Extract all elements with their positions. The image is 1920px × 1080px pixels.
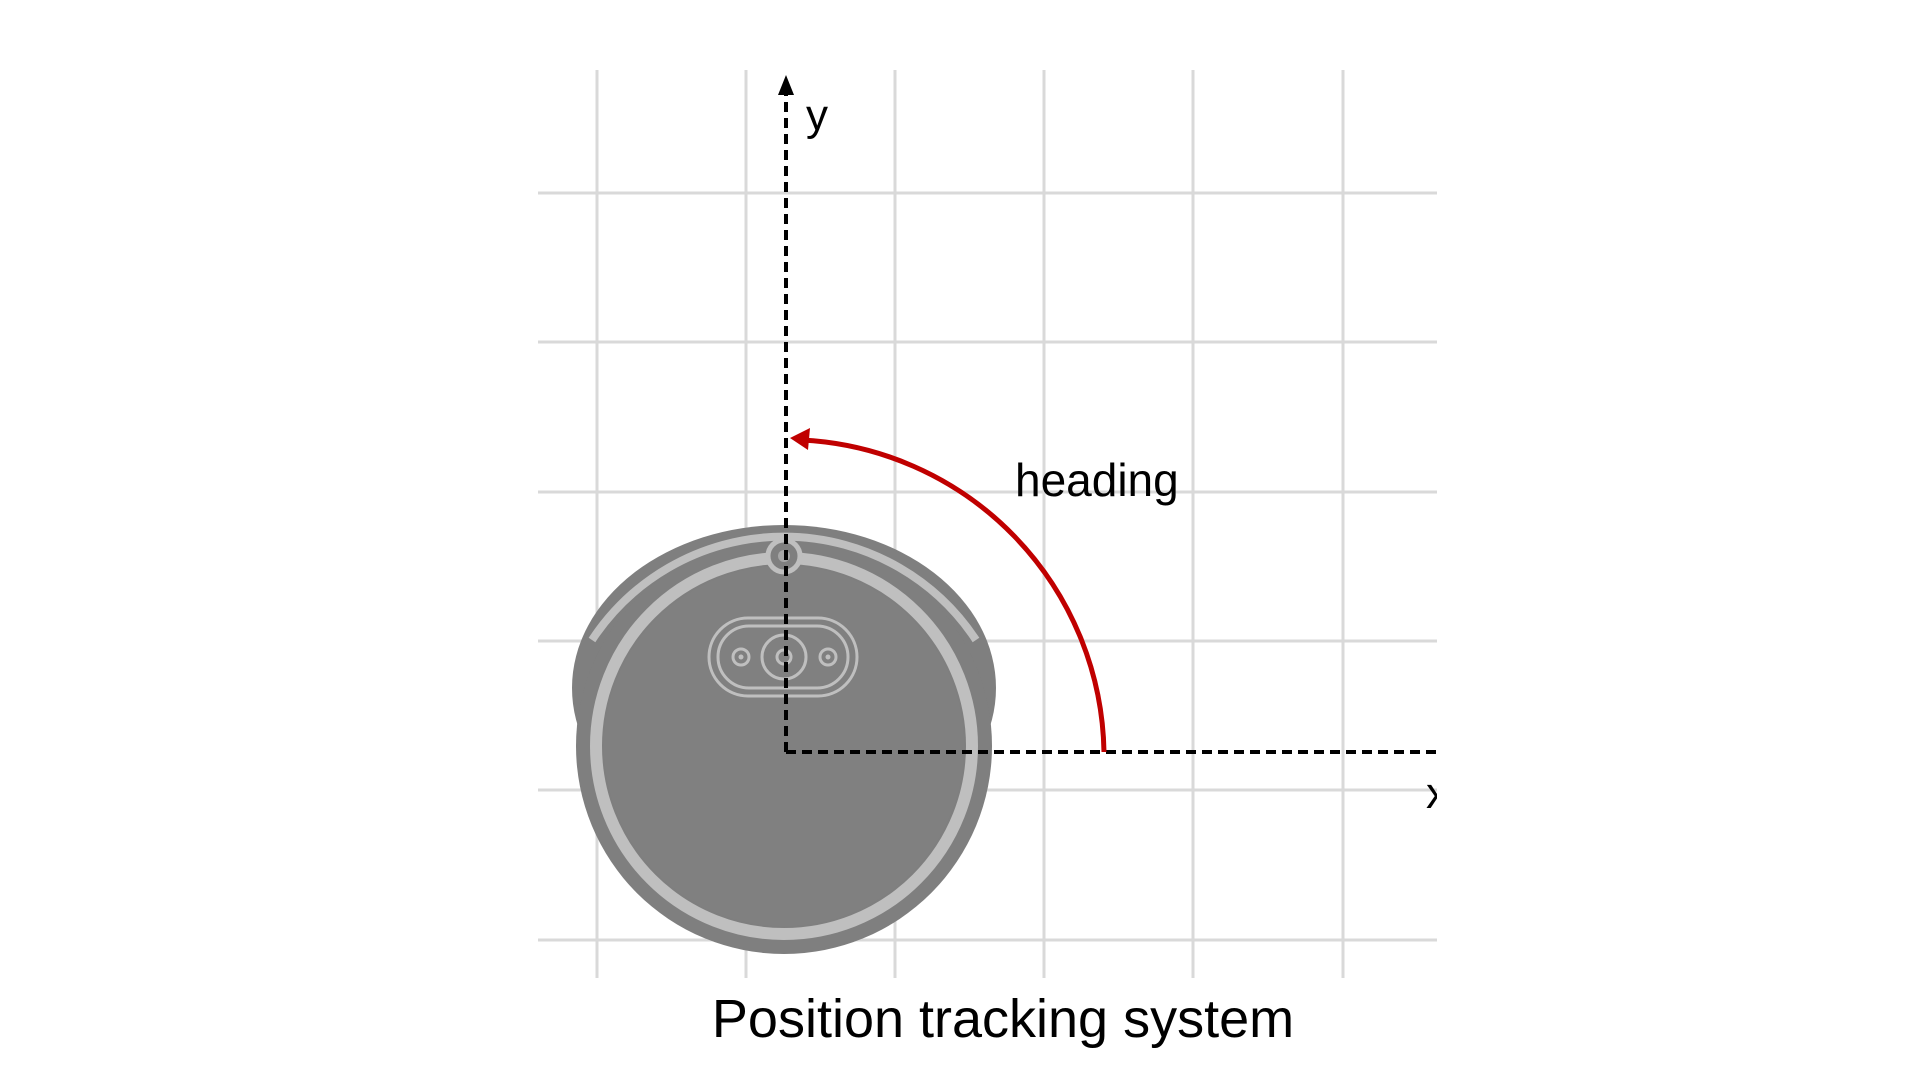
robot-right-sensor: [818, 647, 838, 667]
diagram-caption: Position tracking system: [712, 989, 1294, 1049]
y-axis-label: y: [806, 91, 828, 140]
robot-left-sensor: [731, 647, 751, 667]
robot-camera-housing-outer: [707, 616, 859, 698]
robot-left-sensor-dot: [738, 654, 744, 660]
heading-label: heading: [1015, 454, 1179, 506]
robot-camera-housing-inner: [716, 624, 850, 690]
x-axis-label: x: [1426, 769, 1448, 818]
heading-arrowhead: [790, 428, 810, 450]
y-axis-arrowhead: [778, 75, 794, 95]
heading-arc: [801, 437, 1107, 753]
robot-right-sensor-dot: [825, 654, 831, 660]
